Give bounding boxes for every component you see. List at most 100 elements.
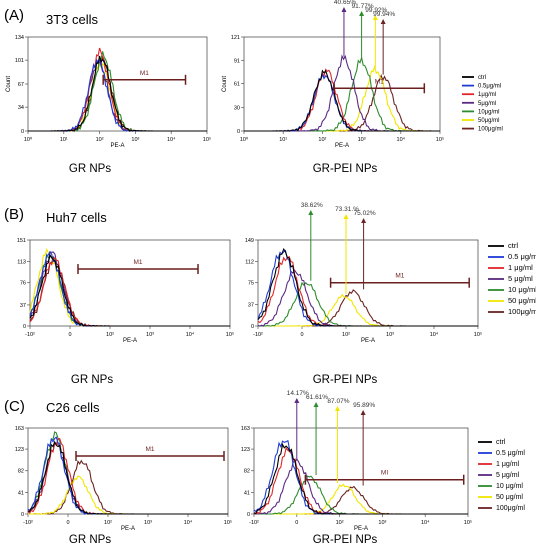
legend-label: 1 μg/ml [496, 461, 520, 468]
x-tick-label: 0 [300, 332, 303, 338]
x-tick-label: 10² [104, 520, 112, 526]
legend-label: 5μg/ml [478, 101, 496, 107]
x-tick-label: 10⁵ [474, 331, 482, 338]
y-tick-label: 112 [245, 259, 254, 265]
x-tick-label: -10² [23, 520, 33, 526]
series-line-ctrl [28, 55, 207, 132]
legend-label: 50μg/ml [478, 118, 499, 124]
annotation-arrowhead [360, 410, 366, 415]
x-tick-label: 10⁵ [464, 519, 472, 526]
legend-label: 1μg/ml [478, 92, 496, 98]
x-tick-label: 10⁵ [436, 136, 444, 143]
y-tick-label: 0 [237, 129, 240, 135]
x-tick-label: 10⁵ [203, 136, 211, 143]
y-tick-label: 82 [18, 469, 24, 475]
legend-label: ctrl [496, 439, 506, 446]
x-tick-label: 0 [295, 520, 298, 526]
x-tick-label: 10⁴ [397, 136, 406, 143]
annotation-label: 40.65% [334, 0, 356, 6]
annotation-arrowhead [380, 19, 386, 24]
annotation-arrowhead [372, 15, 378, 20]
legend-label: 10 μg/ml [508, 285, 536, 294]
annotation-arrowhead [343, 214, 349, 219]
panel-label: (C) [4, 398, 25, 415]
x-axis-label: PE-A [335, 143, 349, 149]
series-line-c05 [27, 436, 228, 515]
series-line-c10 [244, 55, 440, 132]
legend-label: 1 μg/ml [508, 263, 533, 272]
x-tick-label: 10⁰ [240, 136, 249, 143]
y-tick-label: 0 [251, 324, 254, 330]
x-tick-label: 10¹ [279, 137, 287, 143]
panel-label: (B) [4, 206, 24, 223]
y-tick-label: 121 [231, 35, 240, 41]
legend-label: 100μg/ml [508, 307, 536, 316]
y-tick-label: 76 [20, 281, 26, 287]
annotation-arrowhead [294, 398, 300, 403]
annotation-arrowhead [359, 11, 365, 16]
series-line-c50 [244, 64, 440, 132]
y-tick-label: 0 [21, 129, 24, 135]
legend-label: 5 μg/ml [508, 274, 533, 283]
plot-frame [253, 427, 469, 515]
series-line-c10 [258, 281, 478, 327]
x-tick-label: 10⁰ [24, 136, 33, 143]
y-tick-label: 0 [247, 512, 250, 518]
x-tick-label: 10⁵ [224, 519, 232, 526]
x-tick-label: 10³ [386, 332, 394, 338]
series-line-c1 [244, 68, 440, 132]
x-tick-label: 10² [336, 520, 344, 526]
chart-title: GR-PEI NPs [313, 163, 378, 175]
chart-title: GR-PEI NPs [313, 534, 378, 546]
y-tick-label: 0 [23, 324, 26, 330]
annotation-label: 38.62% [301, 202, 323, 209]
series-line-c5 [253, 458, 468, 515]
x-tick-label: 10³ [378, 520, 386, 526]
legend-label: 50 μg/ml [508, 296, 536, 305]
x-tick-label: -10² [249, 520, 259, 526]
plot-frame [27, 427, 229, 515]
annotation-label: 91.77% [352, 3, 374, 10]
series-line-c05 [244, 72, 440, 132]
x-tick-label: 10⁴ [167, 136, 176, 143]
chart-title: GR NPs [69, 163, 111, 175]
gate-label: M1 [375, 78, 384, 85]
legend-label: 0.5 μg/ml [496, 450, 525, 457]
gate-label: M1 [145, 446, 154, 453]
y-tick-label: 41 [18, 490, 24, 496]
y-tick-label: 75 [248, 281, 254, 287]
series-line-ctrl [29, 253, 230, 327]
y-tick-label: 91 [234, 58, 240, 64]
x-axis-label: PE-A [361, 338, 375, 344]
legend-label: 10 μg/ml [496, 483, 523, 490]
y-tick-label: 61 [234, 82, 240, 88]
x-axis-label: PE-A [110, 143, 124, 149]
y-tick-label: 67 [18, 82, 24, 88]
annotation-arrowhead [334, 406, 340, 411]
legend-label: 100μg/ml [478, 127, 503, 133]
legend-label: 50 μg/ml [496, 494, 523, 501]
x-tick-label: -10² [253, 332, 263, 338]
annotation-arrowhead [308, 210, 314, 215]
annotation-label: 99.94% [373, 11, 395, 18]
gate-label: MI [381, 470, 388, 477]
y-tick-label: 37 [20, 303, 26, 309]
annotation-arrowhead [341, 7, 347, 12]
annotation-arrowhead [361, 218, 367, 223]
x-tick-label: 0 [66, 520, 69, 526]
x-axis-label: PE-A [354, 526, 368, 532]
y-tick-label: 163 [15, 426, 24, 432]
series-line-c50 [27, 475, 228, 515]
x-tick-label: 10⁴ [421, 519, 430, 526]
series-line-c100 [28, 459, 228, 515]
series-line-ctrl [253, 442, 468, 515]
y-tick-label: 113 [17, 260, 26, 266]
x-tick-label: 10⁴ [430, 331, 439, 338]
series-line-c1 [27, 438, 228, 515]
y-tick-label: 134 [15, 35, 24, 41]
x-tick-label: 10³ [358, 137, 366, 143]
x-tick-label: -10² [25, 332, 35, 338]
series-line-c5 [27, 442, 228, 515]
series-line-ctrl [244, 69, 440, 132]
